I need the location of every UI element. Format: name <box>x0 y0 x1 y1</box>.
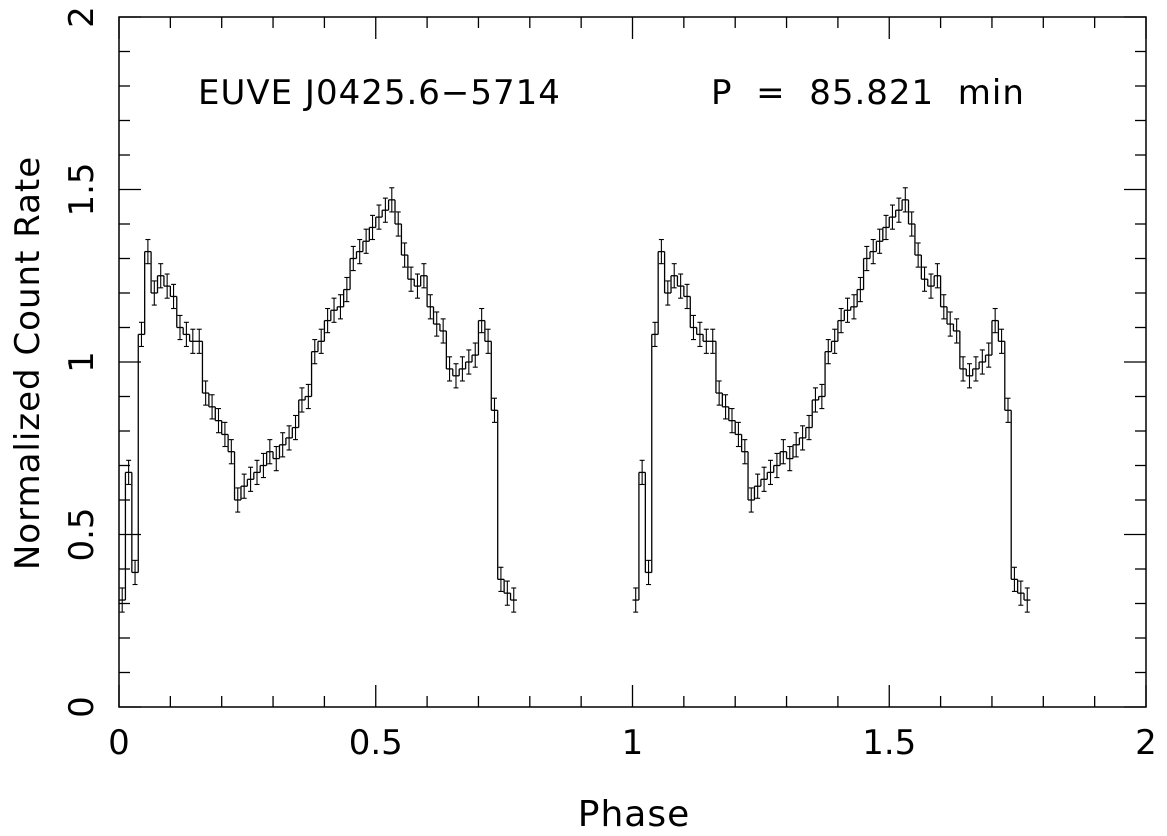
y-tick-label: 1 <box>62 351 102 373</box>
chart-annotation-period: P = 85.821 min <box>711 73 1025 113</box>
plot-border <box>118 16 1147 708</box>
y-tick-label: 0 <box>62 696 102 718</box>
x-tick-label: 0.5 <box>349 723 403 763</box>
x-tick-label: 1 <box>622 723 644 763</box>
error-bars <box>119 187 1030 613</box>
axis-ticks <box>118 16 1147 708</box>
y-tick-label: 2 <box>62 6 102 28</box>
chart-annotation-source: EUVE J0425.6−5714 <box>198 73 561 113</box>
y-tick-label: 1.5 <box>62 162 102 216</box>
data-series <box>119 199 1031 601</box>
x-tick-label: 2 <box>1135 723 1157 763</box>
x-axis-label: Phase <box>578 794 691 835</box>
tick-labels: 0 0.5 1 1.5 2 0 0.5 1 1.5 2 <box>62 6 1157 763</box>
x-tick-label: 1.5 <box>862 723 916 763</box>
plot-frame <box>118 16 1147 708</box>
y-tick-label: 0.5 <box>62 507 102 561</box>
y-axis-label: Normalized Count Rate <box>8 156 48 570</box>
x-tick-label: 0 <box>108 723 130 763</box>
